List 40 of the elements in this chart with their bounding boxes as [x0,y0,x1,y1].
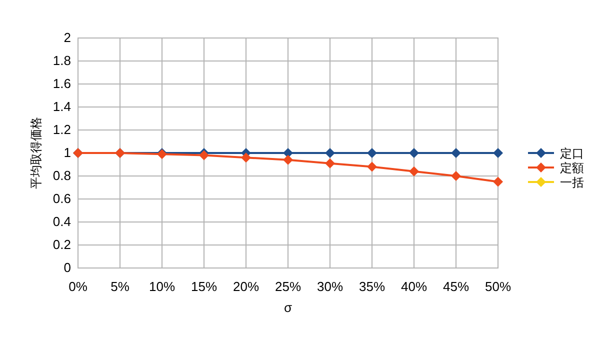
legend-label: 定口 [560,146,584,160]
point [199,150,209,160]
y-tick-label: 2 [64,30,71,45]
x-axis-title: σ [284,300,292,315]
y-tick-label: 1.4 [52,99,71,114]
y-tick-label: 0.8 [52,168,71,183]
point [283,154,293,165]
point [409,148,419,158]
y-tick-label: 0 [64,260,71,275]
y-tick-label: 0.6 [52,191,71,206]
x-tick-label: 0% [68,279,88,294]
x-tick-label: 50% [484,279,512,294]
x-tick-label: 30% [316,279,344,294]
x-tick-label: 40% [400,279,428,294]
x-tick-label: 15% [190,279,218,294]
x-tick-label: 5% [110,279,130,294]
x-tick-label: 25% [274,279,302,294]
point [493,148,503,158]
point [325,148,335,158]
point [451,148,461,158]
legend-label: 定額 [560,161,584,175]
y-tick-label: 1 [64,145,71,160]
point [241,152,251,163]
point [367,148,377,158]
point [451,171,461,181]
x-tick-label: 10% [148,279,176,294]
y-tick-label: 0.4 [52,214,71,229]
y-tick-label: 1.2 [52,122,71,137]
y-tick-label: 0.2 [52,237,71,252]
point [325,158,335,168]
point [409,166,419,176]
x-tick-label: 45% [442,279,470,294]
x-tick-label: 35% [358,279,386,294]
y-tick-label: 1.8 [52,53,71,68]
y-axis-title: 平均取得価格 [29,117,43,189]
point [367,162,377,172]
y-tick-label: 1.6 [52,76,71,91]
legend-label: 一括 [560,176,584,190]
x-tick-label: 20% [232,279,260,294]
point [493,176,503,187]
